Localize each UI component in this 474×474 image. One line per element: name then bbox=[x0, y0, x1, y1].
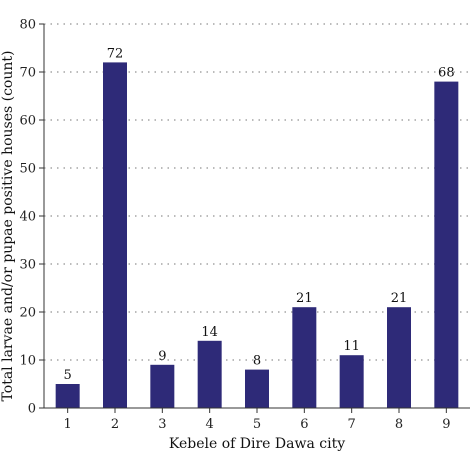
bar-3 bbox=[150, 364, 175, 408]
x-tick-label: 3 bbox=[158, 417, 166, 432]
y-tick-label: 70 bbox=[19, 66, 36, 81]
bar-7 bbox=[339, 355, 364, 408]
bar-1 bbox=[55, 384, 80, 408]
data-label-2: 72 bbox=[107, 46, 124, 61]
y-tick-label: 0 bbox=[28, 402, 36, 417]
data-label-7: 11 bbox=[343, 339, 360, 354]
y-axis-title: Total larvae and/or pupae positive house… bbox=[0, 51, 16, 402]
x-tick-label: 6 bbox=[300, 417, 308, 432]
x-tick-label: 5 bbox=[253, 417, 261, 432]
data-label-9: 68 bbox=[438, 66, 455, 81]
x-tick-label: 2 bbox=[111, 417, 119, 432]
y-tick-label: 80 bbox=[19, 18, 36, 33]
y-tick-label: 20 bbox=[19, 306, 36, 321]
data-label-4: 14 bbox=[201, 325, 218, 340]
bar-5 bbox=[245, 369, 269, 408]
data-label-1: 5 bbox=[64, 368, 72, 383]
bars bbox=[55, 62, 459, 409]
y-axis-ticks: 0 10 20 30 40 50 60 70 80 bbox=[19, 18, 44, 417]
data-label-3: 9 bbox=[158, 349, 166, 364]
x-axis-title: Kebele of Dire Dawa city bbox=[169, 436, 345, 452]
x-tick-label: 1 bbox=[64, 417, 72, 432]
bar-2 bbox=[103, 62, 127, 409]
bar-6 bbox=[292, 307, 317, 408]
y-tick-label: 30 bbox=[19, 258, 36, 273]
x-tick-label: 8 bbox=[395, 417, 403, 432]
bar-9 bbox=[434, 81, 459, 408]
x-axis-ticks: 1 2 3 4 5 6 7 8 9 bbox=[64, 408, 450, 432]
data-labels: 5 72 9 14 8 21 11 21 68 bbox=[64, 46, 455, 383]
x-tick-label: 4 bbox=[206, 417, 214, 432]
y-tick-label: 10 bbox=[19, 354, 36, 369]
y-tick-label: 60 bbox=[19, 114, 36, 129]
bar-8 bbox=[387, 307, 411, 408]
x-tick-label: 7 bbox=[348, 417, 356, 432]
data-label-5: 8 bbox=[253, 354, 261, 369]
x-tick-label: 9 bbox=[442, 417, 450, 432]
data-label-8: 21 bbox=[391, 291, 408, 306]
y-tick-label: 40 bbox=[19, 210, 36, 225]
bar-4 bbox=[197, 340, 222, 408]
data-label-6: 21 bbox=[296, 291, 313, 306]
y-tick-label: 50 bbox=[19, 162, 36, 177]
